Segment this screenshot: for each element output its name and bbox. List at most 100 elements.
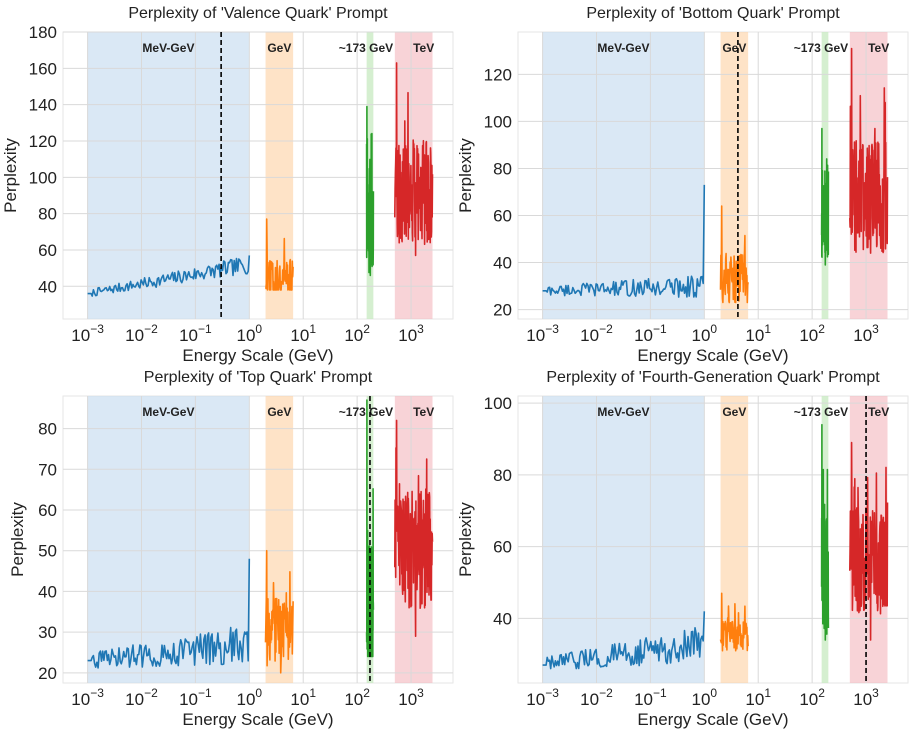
series-line-gev <box>719 205 749 304</box>
x-tick-label: 103 <box>398 322 424 345</box>
y-tick-label: 160 <box>29 59 57 78</box>
band-label: GeV <box>267 405 291 419</box>
x-tick-label: 10−3 <box>71 322 104 345</box>
band-label: MeV-GeV <box>142 405 194 419</box>
series-line-tev <box>849 441 889 641</box>
y-tick-label: 60 <box>493 206 512 225</box>
series-line-173-gev <box>820 127 830 266</box>
x-axis-label: Energy Scale (GeV) <box>182 710 333 729</box>
x-tick-label: 10−2 <box>125 686 158 709</box>
chart-title: Perplexity of 'Valence Quark' Prompt <box>128 5 388 22</box>
y-tick-label: 80 <box>493 466 512 485</box>
x-tick-label: 100 <box>237 686 263 709</box>
panel-fourth-generation-quark: MeV-GeV GeV ~173 GeV TeV 40 60 80 100 10−3 10−2… <box>456 369 909 729</box>
x-tick-label: 10−1 <box>179 686 212 709</box>
y-axis-label: Perplexity <box>1 138 20 213</box>
y-tick-label: 100 <box>484 394 512 413</box>
y-tick-label: 100 <box>29 168 57 187</box>
x-tick-label: 102 <box>799 322 825 345</box>
band-label: MeV-GeV <box>597 41 649 55</box>
series-line-173-gev <box>365 105 375 277</box>
series-line-tev <box>394 62 434 257</box>
band-label: TeV <box>413 41 434 55</box>
y-tick-label: 100 <box>484 112 512 131</box>
x-axis-label: Energy Scale (GeV) <box>637 346 788 365</box>
y-tick-label: 40 <box>38 277 57 296</box>
x-tick-label: 10−3 <box>526 322 559 345</box>
band-mev-gev <box>542 32 705 319</box>
y-tick-label: 180 <box>29 23 57 42</box>
panel-valence-quark: MeV-GeV GeV ~173 GeV TeV 40 60 80 100 120 140 160… <box>1 5 454 365</box>
band-label: TeV <box>868 41 889 55</box>
band-label: GeV <box>722 405 746 419</box>
band-label: MeV-GeV <box>597 405 649 419</box>
y-tick-label: 120 <box>29 132 57 151</box>
x-axis-label: Energy Scale (GeV) <box>182 346 333 365</box>
y-tick-label: 120 <box>484 65 512 84</box>
band-mev-gev <box>542 396 705 683</box>
band-label: ~173 GeV <box>339 41 393 55</box>
x-tick-label: 101 <box>745 686 771 709</box>
y-tick-label: 80 <box>38 420 57 439</box>
x-tick-label: 102 <box>344 322 370 345</box>
chart-title: Perplexity of 'Top Quark' Prompt <box>144 369 373 386</box>
band-label: MeV-GeV <box>142 41 194 55</box>
x-tick-label: 103 <box>853 322 879 345</box>
x-tick-label: 10−2 <box>125 322 158 345</box>
x-tick-label: 100 <box>692 686 718 709</box>
y-axis-label: Perplexity <box>456 138 475 213</box>
series-line-gev <box>719 592 749 652</box>
y-tick-label: 30 <box>38 623 57 642</box>
x-tick-label: 102 <box>799 686 825 709</box>
series-line-gev <box>264 549 294 674</box>
band-label: GeV <box>722 41 746 55</box>
x-tick-label: 103 <box>398 686 424 709</box>
x-tick-label: 101 <box>745 322 771 345</box>
chart-title: Perplexity of 'Fourth-Generation Quark' … <box>546 369 880 386</box>
y-tick-label: 60 <box>493 538 512 557</box>
y-tick-label: 70 <box>38 460 57 479</box>
band-mev-gev <box>87 32 250 319</box>
series-line-tev <box>849 47 889 254</box>
x-tick-label: 10−1 <box>634 322 667 345</box>
band-label: ~173 GeV <box>794 405 848 419</box>
x-tick-label: 10−3 <box>526 686 559 709</box>
panel-bottom-quark: MeV-GeV GeV ~173 GeV TeV 20 40 60 80 100 120 10−… <box>456 5 909 365</box>
band-label: ~173 GeV <box>794 41 848 55</box>
series-line-mev-gev <box>87 558 251 669</box>
series-line-mev-gev <box>542 611 706 670</box>
x-tick-label: 10−3 <box>71 686 104 709</box>
x-tick-label: 102 <box>344 686 370 709</box>
band-mev-gev <box>87 396 250 683</box>
x-tick-label: 103 <box>853 686 879 709</box>
y-tick-label: 40 <box>493 609 512 628</box>
y-tick-label: 80 <box>38 205 57 224</box>
x-tick-label: 100 <box>692 322 718 345</box>
series-line-173-gev <box>820 423 830 641</box>
x-tick-label: 100 <box>237 322 263 345</box>
y-tick-label: 20 <box>493 301 512 320</box>
band-label: TeV <box>413 405 434 419</box>
series-line-gev <box>265 218 294 291</box>
band-label: ~173 GeV <box>339 405 393 419</box>
chart-title: Perplexity of 'Bottom Quark' Prompt <box>586 5 840 22</box>
y-tick-label: 60 <box>38 241 57 260</box>
y-axis-label: Perplexity <box>456 502 475 577</box>
y-tick-label: 20 <box>38 664 57 683</box>
x-tick-label: 10−2 <box>580 322 613 345</box>
y-tick-label: 40 <box>38 582 57 601</box>
band-173-gev <box>366 396 374 683</box>
y-tick-label: 60 <box>38 501 57 520</box>
panel-top-quark: MeV-GeV GeV ~173 GeV TeV 20 30 40 50 60 70 80 10−… <box>8 369 454 729</box>
x-tick-label: 10−2 <box>580 686 613 709</box>
x-axis-label: Energy Scale (GeV) <box>637 710 788 729</box>
x-tick-label: 101 <box>290 322 316 345</box>
x-tick-label: 101 <box>290 686 316 709</box>
y-tick-label: 80 <box>493 159 512 178</box>
series-line-mev-gev <box>87 255 251 297</box>
y-tick-label: 40 <box>493 254 512 273</box>
x-tick-label: 10−1 <box>179 322 212 345</box>
y-tick-label: 140 <box>29 96 57 115</box>
y-tick-label: 50 <box>38 542 57 561</box>
